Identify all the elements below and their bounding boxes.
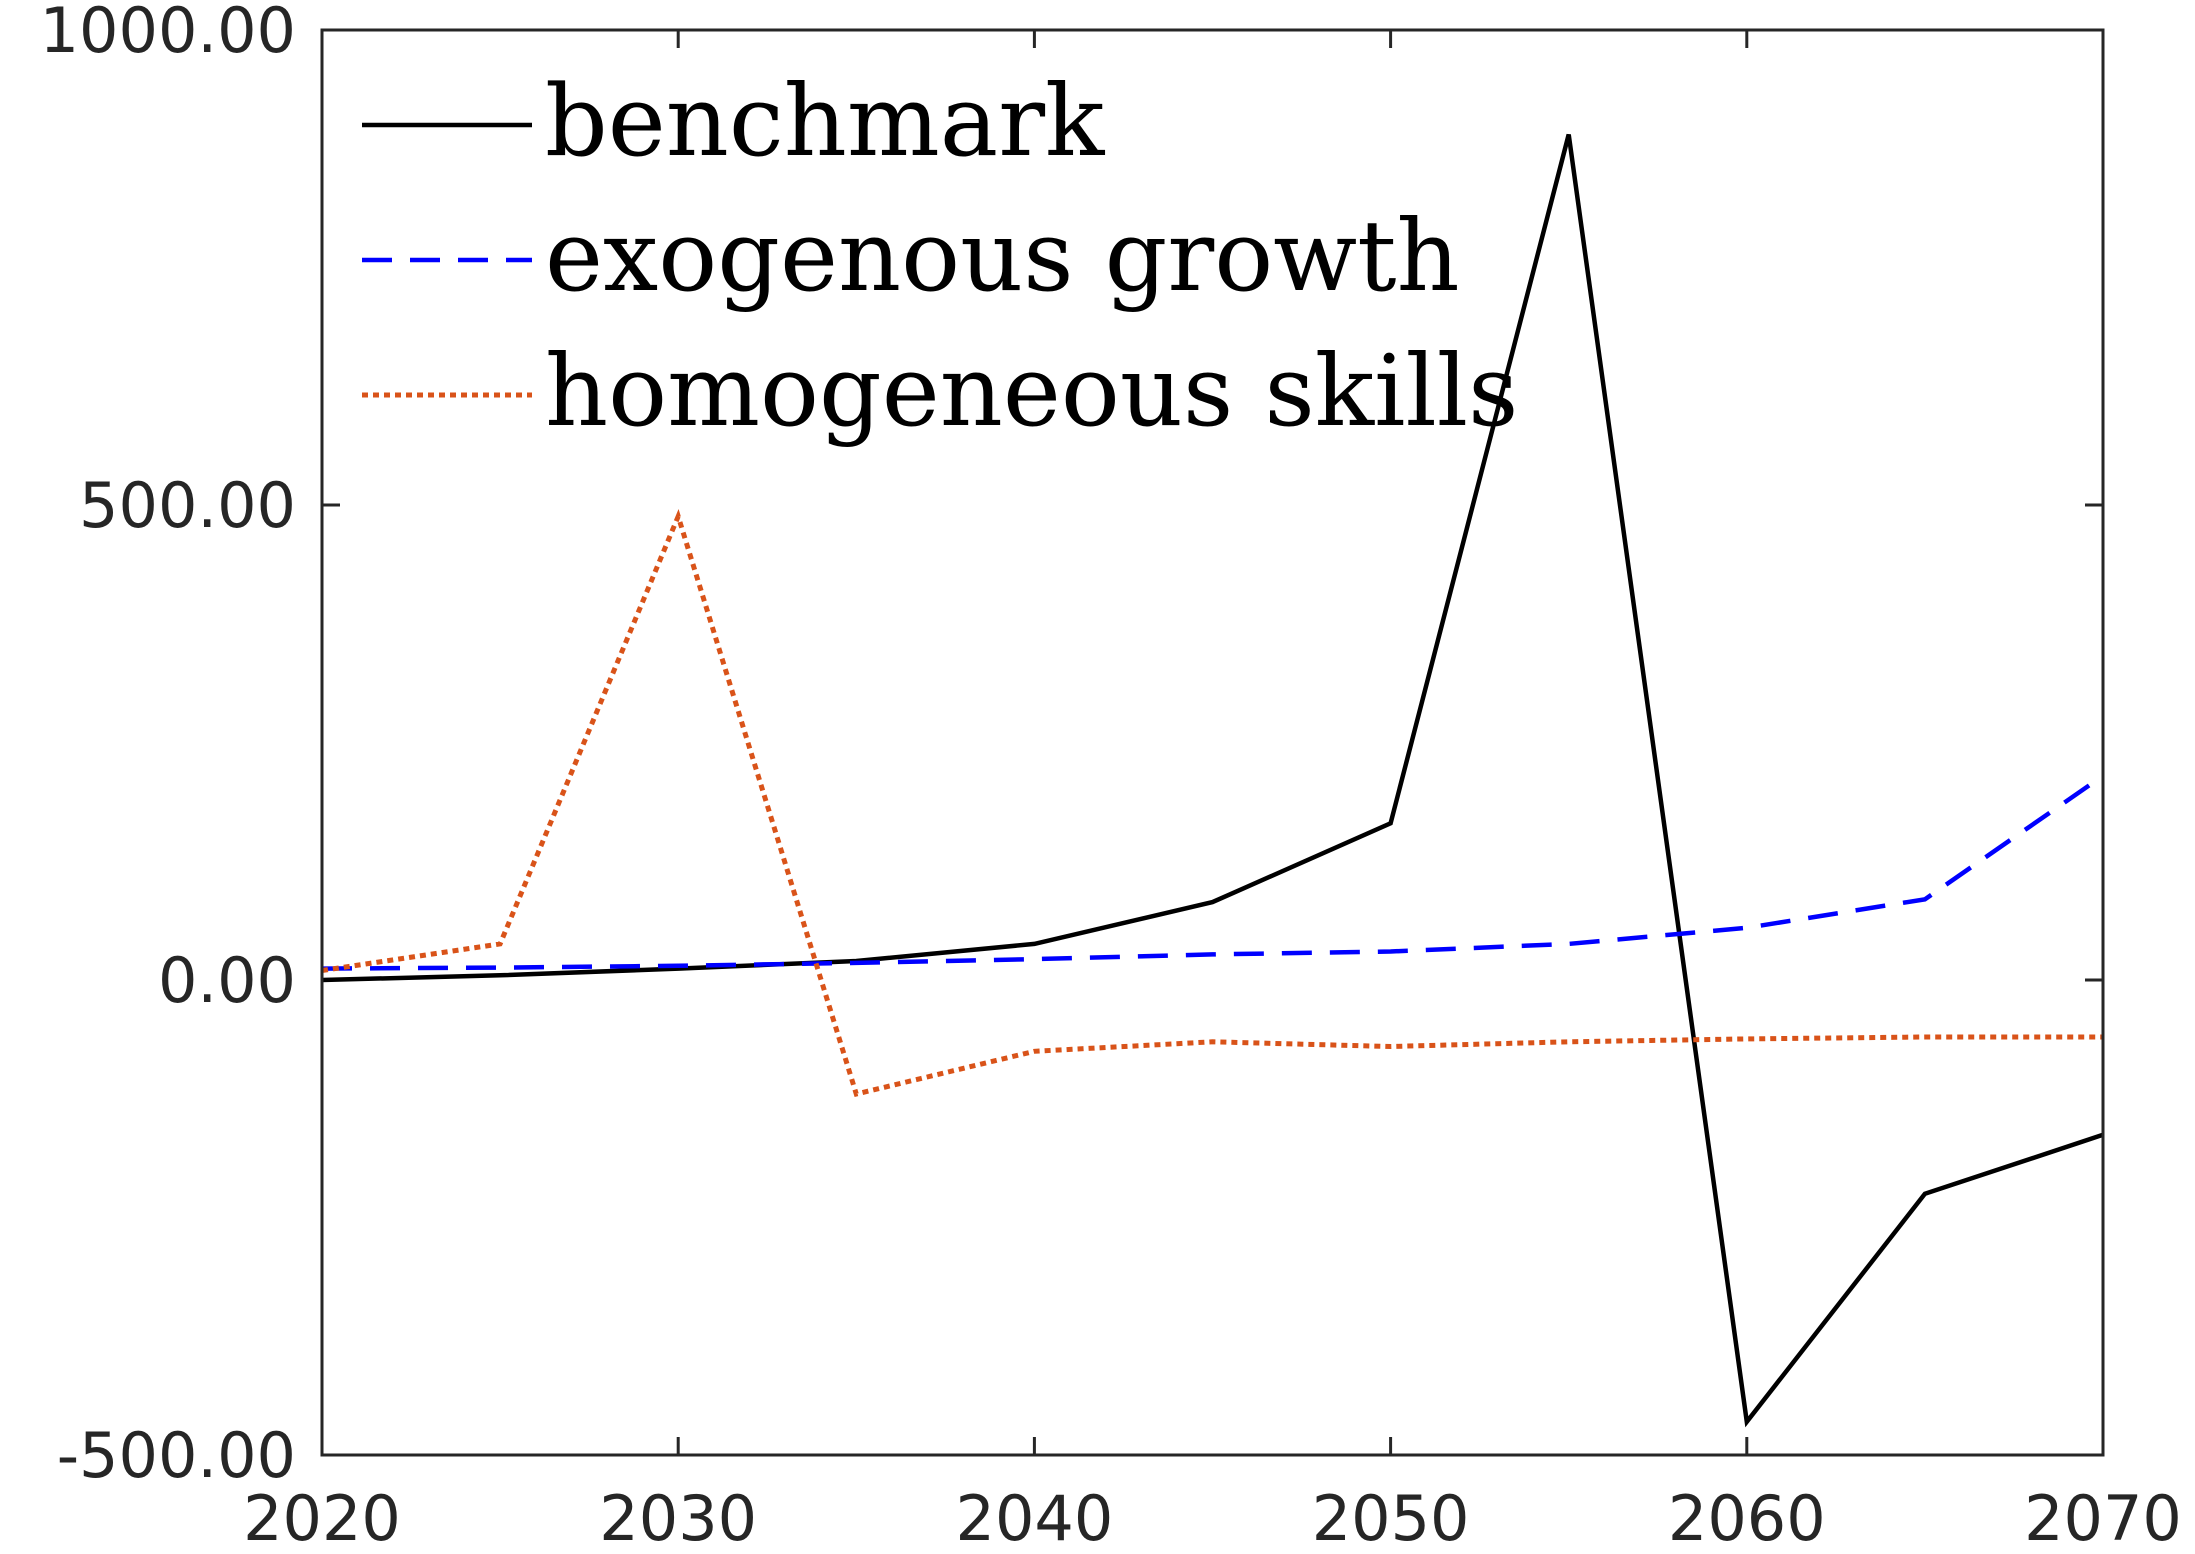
y-tick-label: 0.00 <box>158 944 296 1017</box>
series-lines <box>321 133 2105 1428</box>
y-tick-label: 1000.00 <box>40 0 296 67</box>
x-tick-label: 2030 <box>599 1482 757 1554</box>
x-tick-label: 2070 <box>2024 1482 2182 1554</box>
x-tick-label: 2020 <box>243 1482 401 1554</box>
x-tick-label: 2060 <box>1668 1482 1826 1554</box>
legend-label: exogenous growth <box>545 200 1460 314</box>
axis-tick-labels: 2020 2030 2040 2050 2060 2070 -500.00 0.00 500.0… <box>40 0 2182 1554</box>
series-line-0 <box>321 133 2104 1428</box>
legend: benchmark exogenous growth homogeneous ski… <box>362 65 1518 449</box>
x-tick-label: 2050 <box>1312 1482 1470 1554</box>
legend-label: benchmark <box>545 65 1106 179</box>
y-tick-label: 500.00 <box>79 469 296 542</box>
x-tick-label: 2040 <box>956 1482 1114 1554</box>
series-line-2 <box>321 509 2103 1097</box>
y-tick-label: -500.00 <box>57 1419 296 1492</box>
series-line-1 <box>321 773 2105 971</box>
legend-label: homogeneous skills <box>545 335 1518 449</box>
axes-box <box>320 28 2105 1457</box>
